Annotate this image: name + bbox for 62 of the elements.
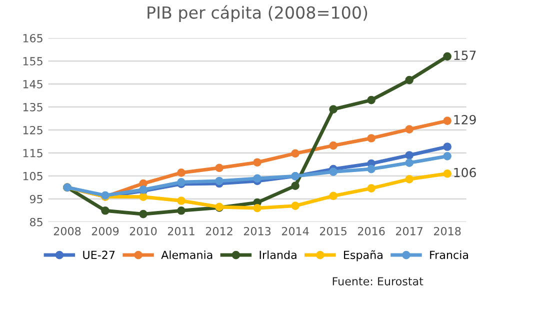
point <box>291 149 300 158</box>
x-tick-label: 2014 <box>282 226 309 236</box>
data-label: 129 <box>454 114 476 124</box>
y-tick-label: 95 <box>30 194 42 204</box>
y-tick-label: 145 <box>23 80 42 88</box>
point <box>367 134 376 142</box>
point <box>405 158 414 167</box>
y-tick-label: 155 <box>23 57 42 66</box>
point <box>177 206 186 215</box>
point <box>177 168 186 177</box>
point <box>291 182 300 190</box>
y-tick-label: 115 <box>23 149 42 158</box>
legend-label: Irlanda <box>260 250 296 260</box>
x-tick-label: 2017 <box>396 226 422 236</box>
point <box>329 141 338 150</box>
y-tick-label: 105 <box>23 172 42 180</box>
legend-label: España <box>344 250 382 262</box>
point <box>177 196 186 205</box>
point <box>253 204 262 212</box>
point <box>443 152 452 160</box>
legend-label: Francia <box>430 250 468 260</box>
point <box>443 116 452 125</box>
point <box>367 96 376 104</box>
point <box>367 184 376 193</box>
point <box>443 169 452 178</box>
x-tick-label: 2018 <box>434 226 461 236</box>
point <box>215 164 224 172</box>
point <box>443 142 452 151</box>
point <box>329 192 338 200</box>
x-tick-label: 2016 <box>358 226 385 236</box>
point <box>253 174 262 183</box>
point <box>405 125 414 134</box>
y-tick-label: 85 <box>30 218 42 226</box>
point <box>443 52 452 61</box>
legend-label: Alemania <box>161 250 212 260</box>
x-tick-label: 2010 <box>130 226 157 236</box>
point <box>101 206 110 215</box>
x-tick-label: 2009 <box>92 226 119 236</box>
x-tick-label: 2012 <box>206 226 232 236</box>
x-tick-label: 2008 <box>54 226 81 236</box>
point <box>367 164 376 174</box>
point <box>329 105 338 114</box>
point <box>253 158 262 167</box>
point <box>405 151 414 160</box>
point <box>291 202 300 210</box>
y-tick-label: 165 <box>23 34 42 42</box>
point <box>215 176 224 186</box>
point <box>329 168 338 176</box>
y-tick-label: 135 <box>23 102 42 112</box>
data-label: 106 <box>454 168 476 178</box>
point <box>405 76 414 84</box>
y-tick-label: 125 <box>23 126 42 134</box>
x-tick-label: 2013 <box>244 226 271 236</box>
x-tick-label: 2011 <box>168 226 194 236</box>
point <box>405 174 414 184</box>
x-tick-label: 2015 <box>320 226 346 236</box>
point <box>139 192 148 202</box>
legend-label: UE-27 <box>83 250 115 260</box>
data-label: 157 <box>454 50 476 60</box>
point <box>139 210 148 218</box>
source-note: Fuente: Eurostat <box>332 277 424 286</box>
chart-title: PIB per cápita (2008=100) <box>148 5 368 22</box>
